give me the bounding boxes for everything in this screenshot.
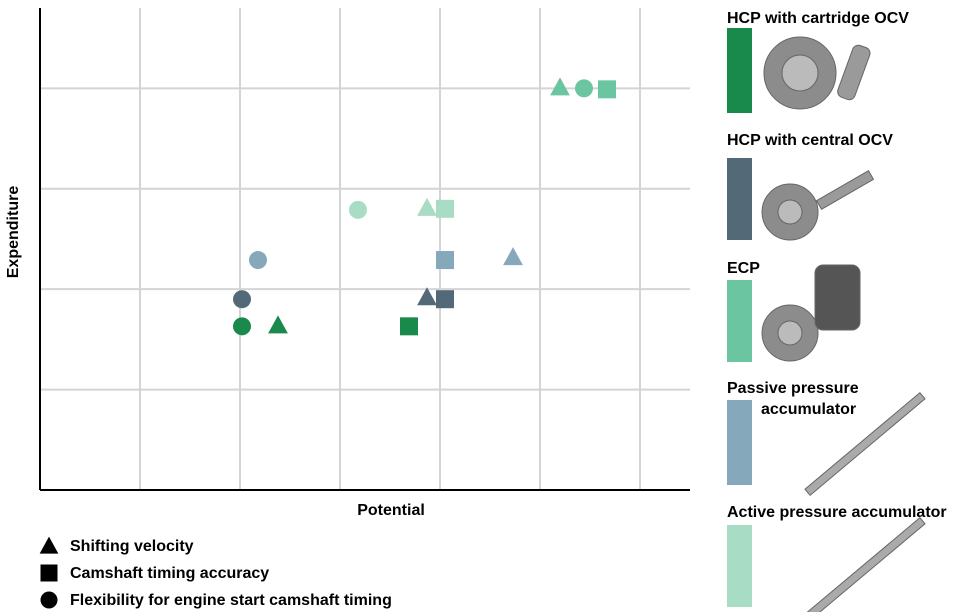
data-point (249, 251, 267, 270)
legend-label: HCP with central OCV (727, 132, 893, 149)
product-images (761, 36, 926, 612)
data-point (349, 200, 367, 219)
legend-label: Passive pressure accumulator (727, 380, 859, 418)
legend-label: ECP (727, 260, 760, 277)
legend-swatch (727, 28, 752, 113)
data-point (233, 317, 251, 336)
legend-label: Flexibility for engine start camshaft ti… (70, 592, 392, 609)
data-point (436, 199, 454, 218)
data-point (268, 315, 288, 334)
legend-swatch (727, 525, 752, 607)
x-axis-title: Potential (357, 502, 425, 519)
data-point (503, 247, 523, 266)
data-point (598, 80, 616, 99)
legend-swatch (727, 400, 752, 485)
legend-marker (40, 591, 58, 609)
legend-marker (40, 564, 58, 582)
legend-swatch (727, 280, 752, 362)
data-point (550, 77, 570, 96)
legend-label: Camshaft timing accuracy (70, 565, 269, 582)
data-point (575, 79, 593, 98)
data-point (233, 290, 251, 309)
data-point (417, 287, 437, 306)
data-point (436, 251, 454, 270)
data-point (436, 290, 454, 309)
data-point (417, 197, 437, 216)
y-axis-title: Expenditure (5, 186, 22, 279)
legend-label: HCP with cartridge OCV (727, 10, 909, 27)
legend-label: Active pressure accumulator (727, 504, 947, 521)
legend-label: Shifting velocity (70, 538, 194, 555)
legend-swatch (727, 158, 752, 240)
data-point (400, 317, 418, 336)
legend-marker (39, 536, 59, 554)
